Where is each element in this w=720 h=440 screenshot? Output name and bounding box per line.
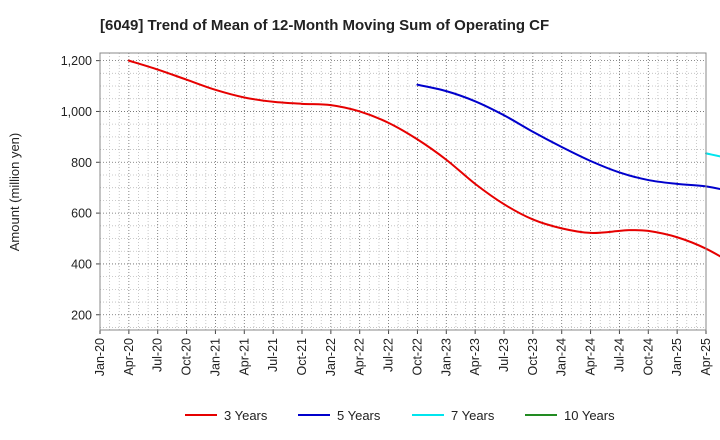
x-tick-label: Oct-24 [641,338,655,376]
x-axis-ticks: Jan-20 Apr-20 Jul-20 Oct-20 Jan-21 Apr-21 Jul-… [93,330,713,376]
x-tick-label: Jan-22 [324,338,338,376]
grid [99,53,707,330]
x-tick-label: Jan-21 [208,338,222,376]
y-axis-label: Amount (million yen) [7,133,22,252]
y-tick-label: 400 [71,257,92,271]
x-tick-label: Jul-21 [266,338,280,372]
x-tick-label: Apr-20 [122,338,136,376]
x-tick-label: Jan-25 [670,338,684,376]
x-tick-label: Apr-22 [353,338,367,376]
legend-label-5-years: 5 Years [337,408,381,423]
x-tick-label: Jul-23 [497,338,511,372]
legend: 3 Years 5 Years 7 Years 10 Years [185,408,615,423]
y-tick-label: 600 [71,207,92,221]
x-tick-label: Apr-25 [699,338,713,376]
x-tick-label: Jul-24 [612,338,626,372]
x-tick-label: Jul-20 [151,338,165,372]
legend-label-7-years: 7 Years [451,408,495,423]
x-tick-label: Jan-24 [555,338,569,376]
x-tick-label: Jan-20 [93,338,107,376]
x-tick-label: Oct-20 [180,338,194,376]
series-line-5-years [416,83,720,191]
legend-label-3-years: 3 Years [224,408,268,423]
x-tick-label: Apr-21 [237,338,251,376]
plot-area-border [99,52,707,331]
y-axis-ticks: 200 400 600 800 1,000 1,200 [61,54,100,322]
legend-label-10-years: 10 Years [564,408,615,423]
x-tick-label: Oct-23 [526,338,540,376]
y-tick-label: 1,200 [61,54,92,68]
y-tick-label: 200 [71,308,92,322]
series-line-7-years [705,152,720,158]
series-lines [127,59,720,258]
x-tick-label: Apr-24 [584,338,598,376]
y-tick-label: 800 [71,156,92,170]
x-tick-label: Jan-23 [439,338,453,376]
chart-title: [6049] Trend of Mean of 12-Month Moving … [100,17,549,34]
x-tick-label: Jul-22 [382,338,396,372]
x-tick-label: Apr-23 [468,338,482,376]
series-line-3-years [127,59,720,258]
x-tick-label: Oct-22 [410,338,424,376]
y-tick-label: 1,000 [61,105,92,119]
x-tick-label: Oct-21 [295,338,309,376]
